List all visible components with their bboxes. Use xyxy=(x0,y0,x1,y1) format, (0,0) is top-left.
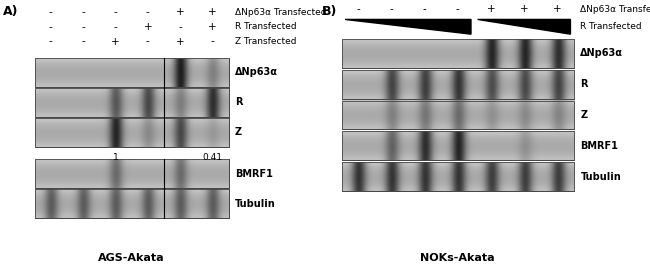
Polygon shape xyxy=(478,20,571,34)
Text: +: + xyxy=(487,4,495,14)
Bar xyxy=(34,159,229,188)
Text: -: - xyxy=(49,36,53,47)
Bar xyxy=(342,39,574,68)
Bar xyxy=(342,39,574,68)
Text: R Transfected: R Transfected xyxy=(580,22,642,31)
Bar xyxy=(34,189,229,218)
Text: +: + xyxy=(520,4,528,14)
Text: -: - xyxy=(146,7,150,17)
Text: -: - xyxy=(146,36,150,47)
Text: ΔNp63α Transfected: ΔNp63α Transfected xyxy=(580,5,650,14)
Text: -: - xyxy=(456,4,460,14)
Text: 1: 1 xyxy=(112,153,118,162)
Text: +: + xyxy=(144,22,152,32)
Bar xyxy=(34,118,229,147)
Bar xyxy=(342,162,574,191)
Text: -: - xyxy=(81,22,85,32)
Text: -: - xyxy=(389,4,393,14)
Text: -: - xyxy=(114,7,118,17)
Text: -: - xyxy=(114,22,118,32)
Text: +: + xyxy=(553,4,562,14)
Text: Tubulin: Tubulin xyxy=(235,199,276,209)
Text: ΔNp63α: ΔNp63α xyxy=(235,67,278,77)
Text: Tubulin: Tubulin xyxy=(580,172,621,182)
Text: -: - xyxy=(81,36,85,47)
Bar xyxy=(342,70,574,99)
Text: -: - xyxy=(49,7,53,17)
Text: Z: Z xyxy=(580,110,588,120)
Text: -: - xyxy=(178,22,182,32)
Bar xyxy=(342,131,574,160)
Polygon shape xyxy=(345,20,471,34)
Text: +: + xyxy=(208,7,216,17)
Text: +: + xyxy=(208,22,216,32)
Text: R: R xyxy=(580,79,588,89)
Bar xyxy=(34,88,229,117)
Text: AGS-Akata: AGS-Akata xyxy=(98,253,165,263)
Text: +: + xyxy=(111,36,120,47)
Text: Z: Z xyxy=(235,127,242,137)
Text: ΔNp63α Transfected: ΔNp63α Transfected xyxy=(235,8,326,17)
Text: -: - xyxy=(49,22,53,32)
Text: Z Transfected: Z Transfected xyxy=(235,37,296,46)
Text: B): B) xyxy=(322,5,337,18)
Text: R: R xyxy=(235,97,242,107)
Bar xyxy=(34,58,229,87)
Text: 0.41: 0.41 xyxy=(202,153,222,162)
Text: R Transfected: R Transfected xyxy=(235,22,296,31)
Bar xyxy=(342,162,574,191)
Bar xyxy=(34,58,229,87)
Bar xyxy=(34,189,229,218)
Bar xyxy=(34,88,229,117)
Text: +: + xyxy=(176,36,185,47)
Text: -: - xyxy=(422,4,426,14)
Text: BMRF1: BMRF1 xyxy=(580,141,618,151)
Text: ΔNp63α: ΔNp63α xyxy=(580,48,623,58)
Text: -: - xyxy=(81,7,85,17)
Bar xyxy=(34,118,229,147)
Text: BMRF1: BMRF1 xyxy=(235,169,273,179)
Bar xyxy=(342,70,574,99)
Bar xyxy=(342,100,574,129)
Bar xyxy=(34,159,229,188)
Text: -: - xyxy=(356,4,360,14)
Text: NOKs-Akata: NOKs-Akata xyxy=(421,253,495,263)
Text: +: + xyxy=(176,7,185,17)
Text: -: - xyxy=(211,36,214,47)
Bar xyxy=(342,100,574,129)
Bar xyxy=(342,131,574,160)
Text: A): A) xyxy=(3,5,19,18)
